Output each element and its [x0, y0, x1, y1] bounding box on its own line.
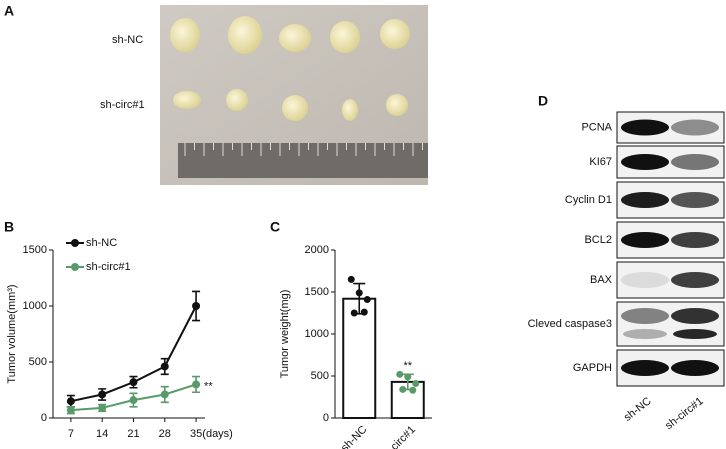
x-tick-label: 35(days): [190, 428, 233, 440]
tumor: [170, 18, 200, 52]
band: [621, 308, 669, 324]
y-tick-label: 0: [41, 412, 47, 424]
annotation: **: [204, 380, 213, 392]
panel-label: A: [4, 3, 14, 19]
tumor: [228, 16, 262, 54]
row-label: sh-NC: [112, 34, 143, 46]
legend-marker: [71, 263, 79, 271]
y-tick-label: 500: [311, 370, 329, 382]
tumor: [279, 24, 311, 52]
tumors: [170, 16, 423, 156]
protein-label: Cleved caspase3: [528, 318, 612, 330]
band: [671, 360, 719, 376]
band: [621, 232, 669, 248]
western-blot: PCNA KI67 Cyclin D1 BCL2 BAX Cleved caspase3 G…: [528, 111, 725, 432]
protein-label: BCL2: [584, 234, 612, 246]
data-point: [360, 308, 368, 316]
tumor: [330, 21, 360, 53]
data-point: [409, 386, 417, 394]
blot-frame: [616, 301, 725, 347]
panel-label: D: [538, 93, 548, 109]
x-tick-label: sh-NC: [339, 424, 370, 449]
tumor: [226, 89, 248, 111]
band: [673, 329, 717, 339]
y-tick-label: 1000: [23, 300, 47, 312]
x-tick-label: 7: [68, 428, 74, 440]
tumor: [173, 91, 201, 109]
band: [671, 232, 719, 248]
data-point: [192, 302, 201, 310]
data-point: [396, 370, 404, 378]
band: [621, 154, 669, 170]
data-point: [66, 406, 75, 415]
band: [621, 360, 669, 376]
tumor: [282, 95, 308, 121]
y-tick-label: 0: [323, 412, 329, 424]
data-point: [129, 396, 138, 405]
data-point: [399, 385, 407, 393]
data-point: [355, 289, 363, 297]
data-point: [160, 362, 169, 371]
legend-label: sh-NC: [86, 237, 117, 249]
ruler: [178, 143, 428, 178]
y-axis-label: Tumor weight(mg): [279, 290, 291, 379]
band: [623, 329, 667, 339]
band: [671, 192, 719, 208]
band: [671, 272, 719, 288]
data-point: [129, 378, 138, 387]
y-tick-label: 2000: [305, 244, 329, 256]
y-axis-label: Tumor volume(mm³): [6, 284, 18, 383]
x-tick-label: sh-circ#1: [378, 424, 418, 449]
data-point: [412, 380, 420, 388]
row-label: sh-circ#1: [100, 99, 145, 111]
protein-label: GAPDH: [573, 362, 612, 374]
band: [671, 308, 719, 324]
data-point: [160, 390, 169, 399]
band: [621, 272, 669, 288]
x-tick-label: 28: [159, 428, 171, 440]
tumor: [380, 19, 410, 49]
y-tick-label: 500: [29, 356, 47, 368]
data-point: [192, 380, 201, 389]
data-point: [363, 296, 371, 304]
panel-label: B: [4, 219, 14, 235]
data-point: [98, 390, 107, 399]
protein-label: BAX: [590, 274, 613, 286]
bar: [342, 297, 377, 419]
x-tick-label: 21: [127, 428, 139, 440]
panel-label: C: [270, 219, 280, 235]
protein-label: PCNA: [581, 121, 612, 133]
data-point: [347, 275, 355, 283]
band: [621, 119, 669, 136]
legend-marker: [71, 239, 79, 247]
lane-label: sh-NC: [622, 395, 654, 424]
data-point: [66, 397, 75, 406]
band: [671, 154, 719, 170]
band: [671, 119, 719, 136]
data-point: [98, 403, 107, 412]
data-point: [350, 309, 358, 317]
data-point: [404, 373, 412, 381]
legend-label: sh-circ#1: [86, 261, 131, 273]
annotation: **: [403, 360, 412, 372]
protein-label: KI67: [589, 156, 612, 168]
y-tick-label: 1500: [23, 244, 47, 256]
tumor: [342, 99, 358, 121]
x-tick-label: 14: [96, 428, 108, 440]
y-tick-label: 1500: [305, 286, 329, 298]
lane-label: sh-circ#1: [663, 395, 706, 432]
band: [621, 192, 669, 208]
tumor: [386, 94, 408, 116]
y-tick-label: 1000: [305, 328, 329, 340]
protein-label: Cyclin D1: [565, 194, 612, 206]
